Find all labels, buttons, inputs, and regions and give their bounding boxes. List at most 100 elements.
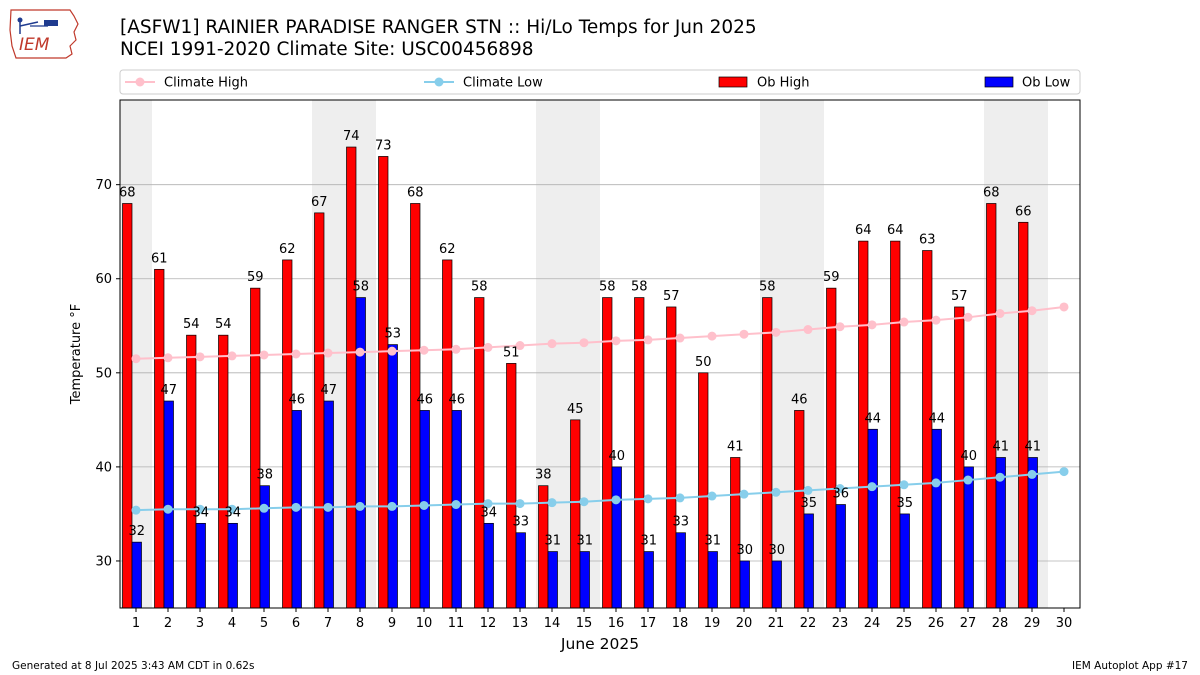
climate-low-point-3 (195, 504, 205, 514)
ob-high-bar-4 (218, 334, 229, 609)
ob-high-label-13: 51 (503, 345, 520, 360)
climate-low-point-30 (1059, 467, 1069, 477)
x-axis-label: June 2025 (560, 635, 639, 653)
x-tick-label-4: 4 (228, 616, 236, 631)
x-tick-label-11: 11 (448, 616, 465, 631)
legend-ob-low-swatch (984, 76, 1014, 88)
ob-low-bar-17 (643, 551, 654, 609)
legend-climate-high-label: Climate High (164, 76, 248, 91)
ob-low-label-29: 41 (1024, 439, 1041, 454)
legend-climate-low-label: Climate Low (463, 76, 543, 91)
ob-low-label-28: 41 (992, 439, 1009, 454)
x-tick-label-14: 14 (544, 616, 561, 631)
ob-high-bar-19 (698, 372, 709, 609)
ob-high-label-28: 68 (983, 185, 1000, 200)
climate-high-point-14 (547, 339, 557, 349)
grid-lines (120, 184, 1080, 562)
climate-low-point-8 (355, 501, 365, 511)
title-line-1: [ASFW1] RAINIER PARADISE RANGER STN :: H… (120, 17, 757, 38)
ob-low-label-8: 58 (352, 280, 369, 295)
ob-high-label-3: 54 (183, 317, 200, 332)
x-tick-label-1: 1 (132, 616, 140, 631)
climate-low-point-12 (483, 499, 493, 509)
ob-high-bar-3 (186, 334, 197, 609)
y-axis: 30 40 50 60 70 (95, 178, 120, 569)
ob-low-bar-19 (707, 551, 718, 609)
climate-low-point-14 (547, 498, 557, 508)
ob-low-label-5: 38 (256, 468, 273, 483)
ob-high-bar-9 (378, 156, 389, 609)
climate-high-point-18 (675, 333, 685, 343)
climate-low-point-28 (995, 472, 1005, 482)
ob-high-bar-29 (1018, 221, 1029, 609)
app-credit: IEM Autoplot App #17 (1072, 660, 1188, 672)
x-tick-label-16: 16 (608, 616, 625, 631)
ob-high-bar-5 (250, 287, 261, 609)
x-tick-label-23: 23 (832, 616, 849, 631)
x-tick-label-19: 19 (704, 616, 721, 631)
climate-low-point-10 (419, 500, 429, 510)
climate-low-point-26 (931, 478, 941, 488)
ob-low-label-11: 46 (448, 392, 465, 407)
ob-high-bar-18 (666, 306, 677, 609)
climate-high-point-21 (771, 327, 781, 337)
ob-high-bar-15 (570, 419, 581, 609)
climate-low-point-11 (451, 500, 461, 510)
ob-low-label-12: 34 (480, 505, 497, 520)
ob-low-label-6: 46 (288, 392, 305, 407)
x-tick-label-13: 13 (512, 616, 529, 631)
ob-high-bar-20 (730, 457, 741, 609)
climate-high-point-22 (803, 325, 813, 335)
ob-low-label-21: 30 (768, 543, 785, 558)
ob-low-label-9: 53 (384, 327, 401, 342)
ob-low-bar-22 (803, 513, 814, 609)
ob-high-label-17: 58 (631, 280, 648, 295)
ob-low-bar-2 (163, 400, 174, 609)
ob-low-label-23: 36 (832, 487, 849, 502)
x-tick-label-3: 3 (196, 616, 204, 631)
ob-low-bar-21 (771, 560, 782, 609)
ob-low-label-26: 44 (928, 411, 945, 426)
ob-high-bar-28 (986, 203, 997, 609)
x-tick-label-5: 5 (260, 616, 268, 631)
climate-low-point-9 (387, 501, 397, 511)
climate-high-point-23 (835, 322, 845, 332)
y-tick-label-60: 60 (95, 272, 112, 287)
climate-high-point-20 (739, 329, 749, 339)
climate-low-point-13 (515, 499, 525, 509)
climate-high-point-26 (931, 315, 941, 325)
ob-low-bar-13 (515, 532, 526, 609)
ob-low-label-15: 31 (576, 534, 593, 549)
x-tick-label-28: 28 (992, 616, 1009, 631)
climate-low-point-7 (323, 502, 333, 512)
x-tick-label-7: 7 (324, 616, 332, 631)
x-tick-label-24: 24 (864, 616, 881, 631)
ob-high-label-14: 38 (535, 468, 552, 483)
x-tick-label-25: 25 (896, 616, 913, 631)
climate-low-point-27 (963, 475, 973, 485)
climate-high-point-10 (419, 345, 429, 355)
climate-low-point-4 (227, 504, 237, 514)
data-labels: 68 32 61 47 54 34 54 34 59 38 62 46 67 47 74 58 73 53 68 46… (119, 129, 1041, 558)
climate-high-point-9 (387, 346, 397, 356)
ob-low-bar-26 (931, 428, 942, 609)
climate-low-point-20 (739, 489, 749, 499)
ob-low-bar-15 (579, 551, 590, 609)
ob-low-bar-8 (355, 297, 366, 609)
x-tick-label-17: 17 (640, 616, 657, 631)
x-tick-label-6: 6 (292, 616, 300, 631)
ob-high-bar-25 (890, 240, 901, 609)
generated-note: Generated at 8 Jul 2025 3:43 AM CDT in 0… (12, 660, 255, 672)
ob-high-bar-23 (826, 287, 837, 609)
x-tick-label-26: 26 (928, 616, 945, 631)
x-tick-label-10: 10 (416, 616, 433, 631)
ob-high-bar-17 (634, 297, 645, 609)
ob-low-label-1: 32 (128, 524, 145, 539)
climate-low-point-25 (899, 480, 909, 490)
ob-high-bar-2 (154, 268, 165, 609)
climate-high-point-27 (963, 312, 973, 322)
ob-high-label-15: 45 (567, 402, 584, 417)
climate-low-point-1 (131, 505, 141, 515)
x-tick-label-27: 27 (960, 616, 977, 631)
